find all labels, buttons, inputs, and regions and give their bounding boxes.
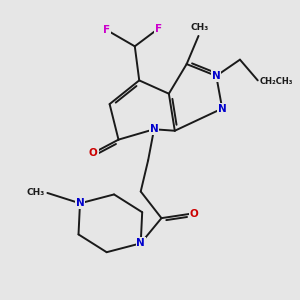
Text: O: O: [190, 209, 198, 219]
Text: CH₂CH₃: CH₂CH₃: [259, 77, 292, 86]
Text: N: N: [150, 124, 158, 134]
Text: CH₃: CH₃: [26, 188, 44, 197]
Text: CH₃: CH₃: [191, 23, 209, 32]
Text: N: N: [212, 71, 220, 81]
Text: N: N: [218, 103, 226, 113]
Text: F: F: [155, 23, 162, 34]
Text: F: F: [103, 25, 110, 35]
Text: O: O: [89, 148, 98, 158]
Text: N: N: [76, 198, 84, 208]
Text: N: N: [136, 238, 145, 248]
